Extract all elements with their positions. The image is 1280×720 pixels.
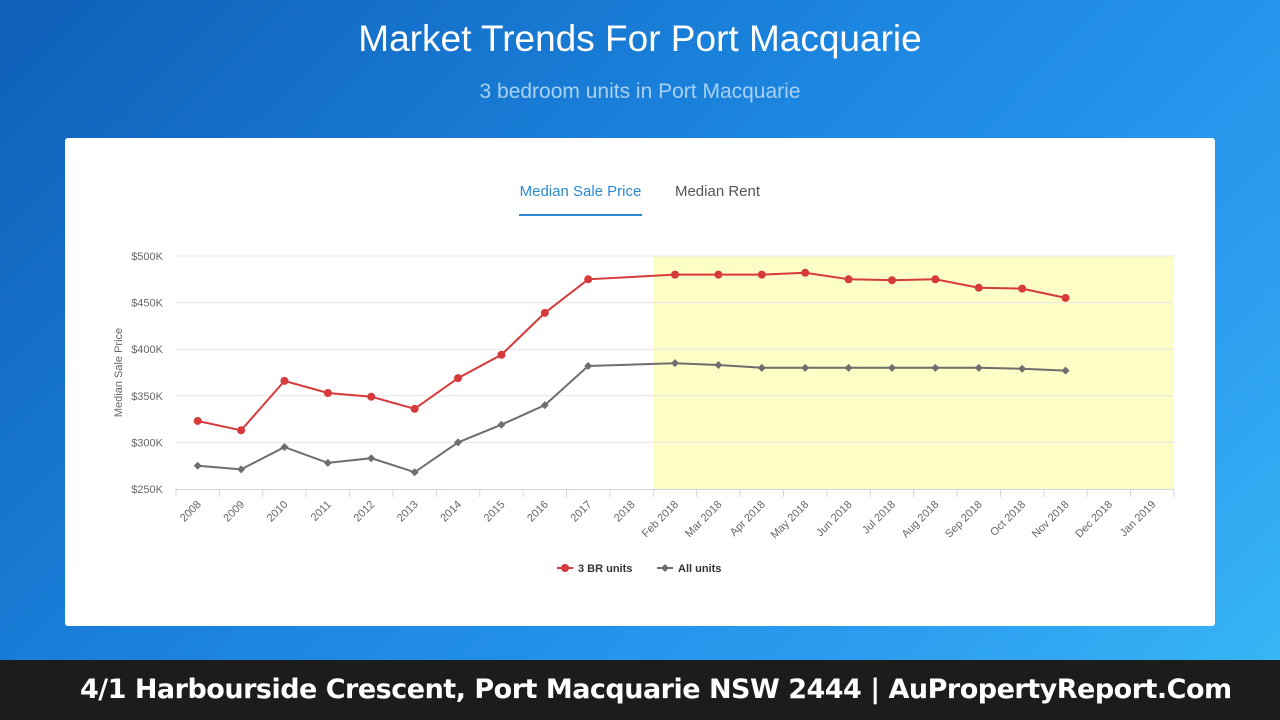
legend-label: 3 BR units [578,563,632,575]
x-tick-label: 2011 [309,499,334,524]
data-point [844,363,853,372]
x-tick-label: 2009 [221,499,247,525]
data-point [801,363,810,372]
x-tick-label: Dec 2018 [1073,499,1115,541]
data-point [757,270,766,279]
page-subtitle: 3 bedroom units in Port Macquarie [479,80,801,103]
data-point [1061,293,1070,302]
data-point [584,275,593,284]
x-tick-label: 2015 [482,499,508,525]
data-point [410,468,419,477]
legend-marker [661,564,669,572]
tab-median-sale-price[interactable]: Median Sale Price [519,183,642,216]
data-point [887,276,896,285]
data-point [931,363,940,372]
page-title: Market Trends For Port Macquarie [358,18,922,59]
tab-median-rent[interactable]: Median Rent [674,183,761,200]
x-tick-label: Feb 2018 [640,499,681,540]
x-tick-label: Oct 2018 [988,499,1028,539]
data-point [844,275,853,284]
series-line-1 [197,362,1066,474]
legend-marker [561,564,569,572]
x-tick-label: May 2018 [769,499,812,542]
legend-label: All units [678,563,721,575]
y-tick-label: $300K [131,437,163,449]
data-point [410,404,419,413]
x-tick-label: Apr 2018 [728,499,768,539]
data-point [584,361,593,370]
data-point [714,361,723,370]
data-point [671,359,679,368]
y-tick-label: $400K [131,344,163,356]
y-tick-label: $450K [131,298,163,310]
data-point [540,401,549,410]
y-axis-label: Median Sale Price [113,328,125,417]
x-tick-label: Sep 2018 [943,499,985,541]
y-tick-label: $500K [131,251,163,263]
data-point [193,416,202,425]
y-tick-label: $350K [131,391,163,403]
data-point [757,363,766,372]
x-tick-label: 2018 [612,499,638,525]
data-point [367,392,376,401]
data-point [931,275,940,284]
y-tick-label: $250K [131,484,163,496]
x-tick-label: Jun 2018 [814,499,854,539]
x-tick-label: 2016 [525,499,551,525]
x-tick-label: Jan 2019 [1118,499,1158,539]
x-tick-label: 2012 [352,499,378,525]
data-point [323,458,332,467]
x-tick-label: Aug 2018 [900,499,942,541]
data-point [280,443,289,452]
chart-card: Median Sale Price Median Rent $250K $300K… [65,138,1215,626]
x-tick-label: 2008 [178,499,204,525]
data-point [974,283,983,292]
highlight-band [653,256,1174,489]
x-tick-label: 2013 [395,499,421,525]
data-point [497,350,506,359]
data-point [193,461,202,470]
data-point [237,426,246,435]
data-point [454,438,463,447]
data-point [367,454,376,463]
data-point [801,268,810,277]
data-point [280,376,289,385]
data-point [237,465,246,474]
data-point [1018,364,1027,373]
data-point [497,420,506,429]
line-chart: $250K $300K $350K $400K $450K $500K Median Sal… [113,251,1175,575]
data-point [714,270,723,279]
x-tick-label: Nov 2018 [1030,499,1072,541]
x-tick-label: 2017 [569,499,595,525]
data-point [671,270,679,279]
x-tick-label: Jul 2018 [860,499,898,537]
data-point [454,374,463,383]
data-point [1018,284,1027,293]
data-point [1061,366,1070,375]
footer-address: 4/1 Harbourside Crescent, Port Macquarie… [80,674,1232,705]
data-point [540,308,549,317]
data-point [887,363,896,372]
x-tick-label: Mar 2018 [683,499,724,540]
x-tick-label: 2010 [265,499,291,525]
series-line-0 [197,271,1066,432]
data-point [323,389,332,398]
data-point [974,363,983,372]
footer-bar: 4/1 Harbourside Crescent, Port Macquarie… [0,660,1280,720]
x-tick-label: 2014 [438,499,464,525]
